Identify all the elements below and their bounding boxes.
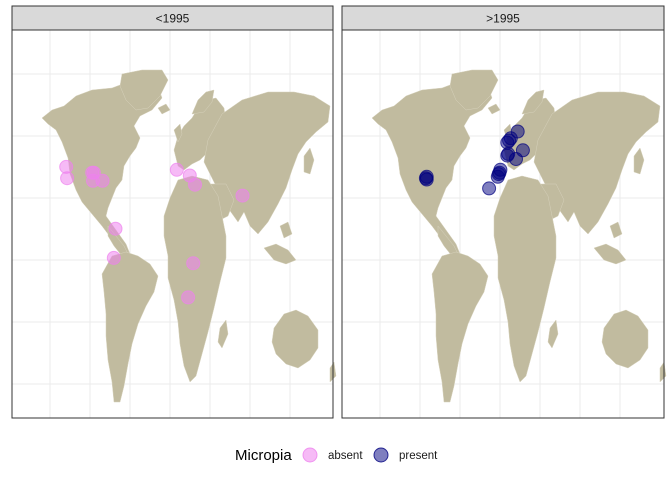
legend-label-absent: absent [328, 450, 363, 462]
data-point-absent [60, 171, 75, 186]
data-point-present [510, 124, 525, 139]
legend-key-present [373, 447, 389, 463]
data-point-present [419, 172, 434, 187]
legend-key-absent [302, 447, 318, 463]
data-point-absent [186, 256, 201, 271]
data-point-absent [95, 173, 110, 188]
legend: Micropia absent present [235, 447, 438, 464]
strip-background [341, 5, 665, 31]
data-point-present [493, 162, 508, 177]
panel-border [341, 29, 665, 419]
panel-border [11, 29, 334, 419]
strip-label: >1995 [486, 12, 520, 26]
data-point-absent [235, 188, 250, 203]
strip-label: <1995 [156, 12, 190, 26]
data-point-absent [169, 162, 184, 177]
legend-title: Micropia [235, 447, 292, 464]
facet-panel-after-1995: >1995 [341, 5, 667, 419]
strip-background [11, 5, 334, 31]
data-point-absent [106, 250, 121, 265]
facet-panel-before-1995: <1995 [11, 5, 337, 419]
points-layer [418, 124, 530, 196]
data-point-present [515, 143, 530, 158]
data-point-present [482, 181, 497, 196]
points-layer [59, 159, 250, 305]
legend-label-present: present [399, 450, 438, 462]
data-point-absent [108, 221, 123, 236]
data-point-absent [181, 290, 196, 305]
data-point-absent [188, 177, 202, 192]
